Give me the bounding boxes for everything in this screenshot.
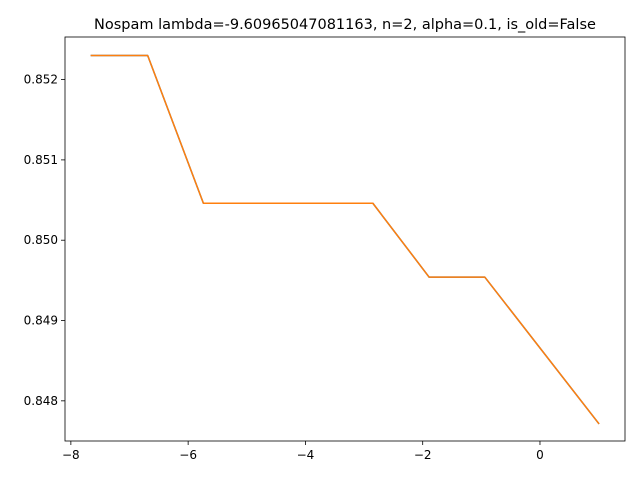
y-tick-label: 0.850 [24,233,58,247]
x-tick-label: −6 [179,448,197,462]
y-axis: 0.848 0.849 0.850 0.851 0.852 [24,73,65,408]
chart-title: Nospam lambda=-9.60965047081163, n=2, al… [94,17,596,33]
y-tick-label: 0.851 [24,153,58,167]
x-tick-label: −4 [297,448,315,462]
x-tick-label: −2 [414,448,432,462]
plot-frame [64,36,626,442]
y-tick-label: 0.848 [24,394,58,408]
series-line-2 [90,54,600,425]
x-tick-label: 0 [536,448,544,462]
plot-background [65,37,625,441]
x-tick-label: −8 [62,448,80,462]
series-layer [90,54,600,425]
x-axis: −8 −6 −4 −2 0 [62,441,544,462]
y-tick-label: 0.852 [24,73,58,87]
y-tick-label: 0.849 [24,314,58,328]
plot-area [64,36,626,442]
